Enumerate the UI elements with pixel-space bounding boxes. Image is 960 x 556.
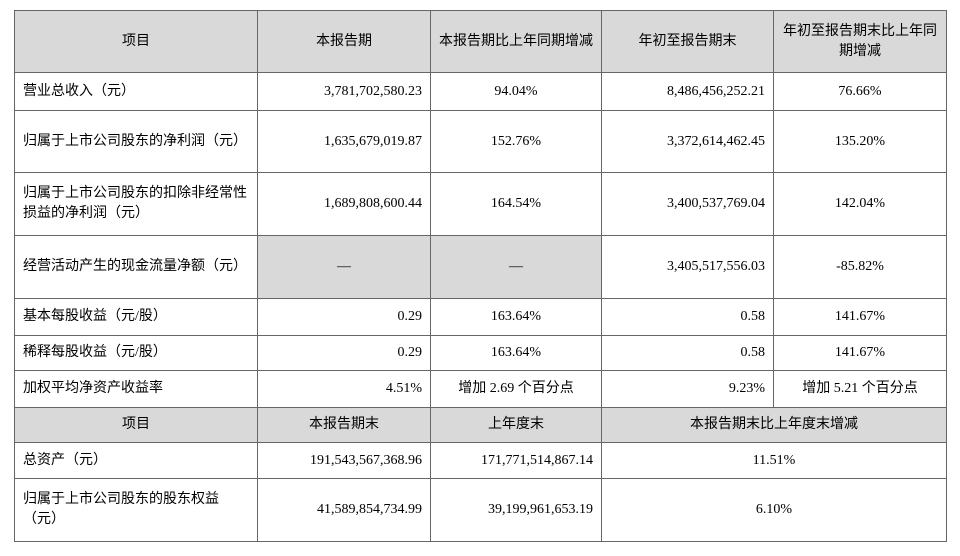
cell: 6.10% [601, 478, 947, 542]
row-label: 营业总收入（元） [14, 72, 258, 111]
cell: 163.64% [430, 298, 602, 336]
cell: — [430, 235, 602, 299]
cell: -85.82% [773, 235, 947, 299]
table-row: 归属于上市公司股东的净利润（元） 1,635,679,019.87 152.76% 3… [14, 110, 947, 173]
header-cell: 本报告期比上年同期增减 [430, 10, 602, 73]
cell: 1,689,808,600.44 [257, 172, 431, 236]
cell: 76.66% [773, 72, 947, 111]
cell: 4.51% [257, 370, 431, 408]
cell: 152.76% [430, 110, 602, 173]
header-cell: 本报告期 [257, 10, 431, 73]
cell: 142.04% [773, 172, 947, 236]
cell: 141.67% [773, 335, 947, 371]
table-body: 项目 本报告期 本报告期比上年同期增减 年初至报告期末 年初至报告期末比上年同期增减 营业… [14, 10, 947, 542]
cell: 1,635,679,019.87 [257, 110, 431, 173]
header-cell: 项目 [14, 10, 258, 73]
cell: 39,199,961,653.19 [430, 478, 602, 542]
cell: 3,781,702,580.23 [257, 72, 431, 111]
cell: 3,405,517,556.03 [601, 235, 774, 299]
cell: 8,486,456,252.21 [601, 72, 774, 111]
cell: 9.23% [601, 370, 774, 408]
cell: 163.64% [430, 335, 602, 371]
cell: 0.29 [257, 298, 431, 336]
row-label: 加权平均净资产收益率 [14, 370, 258, 408]
cell: 增加 2.69 个百分点 [430, 370, 602, 408]
row-label: 归属于上市公司股东的净利润（元） [14, 110, 258, 173]
table-row: 项目 本报告期末 上年度末 本报告期末比上年度末增减 [14, 407, 947, 443]
table-row: 归属于上市公司股东的股东权益（元） 41,589,854,734.99 39,199… [14, 478, 947, 542]
cell: 191,543,567,368.96 [257, 442, 431, 479]
cell: 0.58 [601, 298, 774, 336]
cell: 增加 5.21 个百分点 [773, 370, 947, 408]
cell: 141.67% [773, 298, 947, 336]
row-label: 总资产（元） [14, 442, 258, 479]
header-cell: 本报告期末 [257, 407, 431, 443]
table-row: 经营活动产生的现金流量净额（元） — —3,405,517,556.03 -85.82… [14, 235, 947, 299]
cell: 11.51% [601, 442, 947, 479]
row-label: 经营活动产生的现金流量净额（元） [14, 235, 258, 299]
row-label: 归属于上市公司股东的扣除非经常性损益的净利润（元） [14, 172, 258, 236]
header-cell: 上年度末 [430, 407, 602, 443]
table-row: 归属于上市公司股东的扣除非经常性损益的净利润（元） 1,689,808,600.4… [14, 172, 947, 236]
cell: 0.29 [257, 335, 431, 371]
table-row: 基本每股收益（元/股） 0.29 163.64% 0.58 141.67% [14, 298, 947, 336]
cell: 171,771,514,867.14 [430, 442, 602, 479]
cell: 3,400,537,769.04 [601, 172, 774, 236]
header-cell: 年初至报告期末 [601, 10, 774, 73]
table-row: 营业总收入（元） 3,781,702,580.23 94.04% 8,486,456,… [14, 72, 947, 111]
cell: 94.04% [430, 72, 602, 111]
header-cell: 年初至报告期末比上年同期增减 [773, 10, 947, 73]
cell: 3,372,614,462.45 [601, 110, 774, 173]
table-row: 总资产（元） 191,543,567,368.96 171,771,514,867.… [14, 442, 947, 479]
row-label: 归属于上市公司股东的股东权益（元） [14, 478, 258, 542]
cell: — [257, 235, 431, 299]
table-row: 稀释每股收益（元/股） 0.29 163.64% 0.58 141.67% [14, 335, 947, 371]
cell: 164.54% [430, 172, 602, 236]
cell: 41,589,854,734.99 [257, 478, 431, 542]
header-cell: 本报告期末比上年度末增减 [601, 407, 947, 443]
cell: 135.20% [773, 110, 947, 173]
row-label: 稀释每股收益（元/股） [14, 335, 258, 371]
row-label: 基本每股收益（元/股） [14, 298, 258, 336]
financial-table: 项目 本报告期 本报告期比上年同期增减 年初至报告期末 年初至报告期末比上年同期增减 营业… [14, 10, 947, 542]
table-row: 加权平均净资产收益率 4.51% 增加 2.69 个百分点 9.23% 增加 5.21 … [14, 370, 947, 408]
cell: 0.58 [601, 335, 774, 371]
header-cell: 项目 [14, 407, 258, 443]
table-row: 项目 本报告期 本报告期比上年同期增减 年初至报告期末 年初至报告期末比上年同期增减 [14, 10, 947, 73]
